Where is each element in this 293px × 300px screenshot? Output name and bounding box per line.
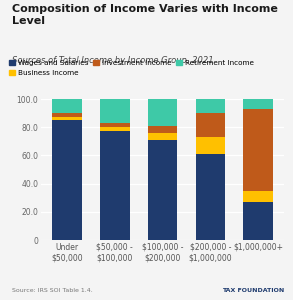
Bar — [148, 99, 178, 126]
Bar — [243, 191, 273, 202]
Bar — [196, 99, 225, 113]
Legend: Wages and Salaries, Business Income, Investment Income, Retirement Income: Wages and Salaries, Business Income, Inv… — [9, 60, 254, 76]
Bar — [243, 109, 273, 191]
Bar — [100, 131, 130, 240]
Bar — [243, 99, 273, 109]
Bar — [100, 99, 130, 123]
Text: Source: IRS SOI Table 1.4.: Source: IRS SOI Table 1.4. — [12, 287, 93, 292]
Text: TAX FOUNDATION: TAX FOUNDATION — [222, 288, 284, 293]
Bar — [52, 117, 82, 120]
Bar — [148, 140, 178, 240]
Bar — [196, 154, 225, 240]
Bar — [243, 202, 273, 240]
Bar — [148, 133, 178, 140]
Bar — [100, 127, 130, 131]
Bar — [100, 123, 130, 127]
Text: Composition of Income Varies with Income
Level: Composition of Income Varies with Income… — [12, 4, 277, 26]
Bar — [52, 120, 82, 240]
Bar — [52, 113, 82, 117]
Bar — [148, 126, 178, 133]
Bar — [196, 137, 225, 154]
Bar — [196, 113, 225, 137]
Bar — [52, 99, 82, 113]
Text: Sources of Total Income by Income Group, 2021: Sources of Total Income by Income Group,… — [12, 56, 213, 64]
